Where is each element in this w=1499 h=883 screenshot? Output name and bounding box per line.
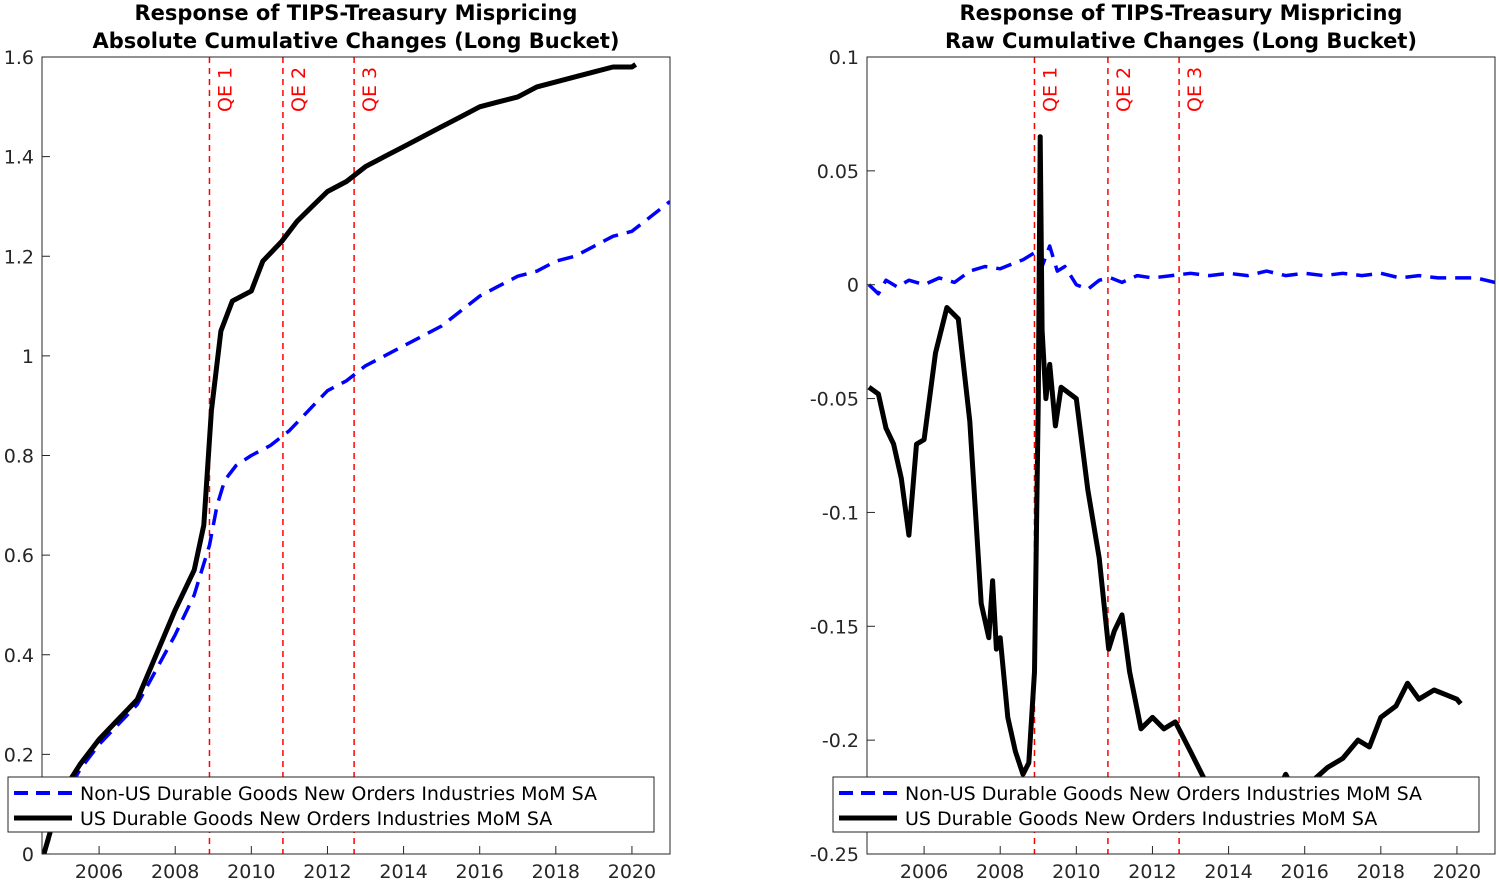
chart-subtitle: Absolute Cumulative Changes (Long Bucket… bbox=[93, 29, 620, 53]
chart-panel-raw: Response of TIPS-Treasury Mispricing Raw… bbox=[810, 1, 1496, 883]
x-tick-label: 2010 bbox=[227, 861, 275, 883]
series-lines bbox=[867, 134, 1495, 807]
qe-label: QE 3 bbox=[359, 67, 381, 112]
y-tick-label: 1.2 bbox=[4, 246, 34, 268]
series-line-non-us bbox=[867, 244, 1495, 296]
y-axis: -0.25 -0.2 -0.15 -0.1 -0.05 0 0.05 0.1 bbox=[810, 47, 875, 866]
x-tick-label: 2006 bbox=[900, 861, 948, 883]
y-tick-label: -0.05 bbox=[810, 389, 859, 411]
x-tick-label: 2012 bbox=[1128, 861, 1176, 883]
series-line-us bbox=[867, 134, 1463, 807]
x-tick-label: 2018 bbox=[1357, 861, 1405, 883]
qe-label: QE 3 bbox=[1184, 67, 1206, 112]
qe-label: QE 1 bbox=[1039, 67, 1061, 112]
x-axis: 2006 2008 2010 2012 2014 2016 2018 2020 bbox=[900, 846, 1481, 883]
x-tick-label: 2014 bbox=[379, 861, 427, 883]
qe-lines: QE 1 QE 2 QE 3 bbox=[1033, 57, 1206, 854]
y-tick-label: -0.1 bbox=[822, 502, 859, 524]
x-axis: 2006 2008 2010 2012 2014 2016 2018 2020 bbox=[75, 846, 656, 883]
y-tick-label: 1 bbox=[22, 346, 34, 368]
y-tick-label: 0 bbox=[847, 275, 859, 297]
qe-label: QE 2 bbox=[288, 67, 310, 112]
x-tick-label: 2016 bbox=[1281, 861, 1329, 883]
legend-label: US Durable Goods New Orders Industries M… bbox=[80, 808, 552, 830]
x-tick-label: 2014 bbox=[1204, 861, 1252, 883]
y-tick-label: 0.1 bbox=[829, 47, 859, 69]
y-tick-label: 0 bbox=[22, 844, 34, 866]
x-tick-label: 2012 bbox=[303, 861, 351, 883]
y-tick-label: -0.25 bbox=[810, 844, 859, 866]
x-tick-label: 2006 bbox=[75, 861, 123, 883]
y-tick-label: 0.4 bbox=[4, 645, 34, 667]
qe-label: QE 1 bbox=[214, 67, 236, 112]
y-tick-label: -0.2 bbox=[822, 730, 859, 752]
legend: Non-US Durable Goods New Orders Industri… bbox=[7, 776, 655, 833]
chart-subtitle: Raw Cumulative Changes (Long Bucket) bbox=[945, 29, 1417, 53]
series-line-non-us bbox=[42, 200, 670, 854]
legend-box bbox=[832, 776, 1480, 833]
x-tick-label: 2010 bbox=[1052, 861, 1100, 883]
plot-frame bbox=[866, 56, 1496, 855]
x-tick-label: 2016 bbox=[456, 861, 504, 883]
y-tick-label: 1.6 bbox=[4, 47, 34, 69]
y-axis: 0 0.2 0.4 0.6 0.8 1 1.2 1.4 1.6 bbox=[4, 47, 50, 866]
legend-label: US Durable Goods New Orders Industries M… bbox=[905, 808, 1377, 830]
qe-label: QE 2 bbox=[1113, 67, 1135, 112]
legend: Non-US Durable Goods New Orders Industri… bbox=[832, 776, 1480, 833]
series-line-us bbox=[42, 62, 638, 854]
x-tick-label: 2008 bbox=[151, 861, 199, 883]
chart-panel-absolute: Response of TIPS-Treasury Mispricing Abs… bbox=[4, 1, 671, 883]
series-lines bbox=[42, 62, 670, 854]
y-tick-label: -0.15 bbox=[810, 616, 859, 638]
x-tick-label: 2020 bbox=[608, 861, 656, 883]
legend-label: Non-US Durable Goods New Orders Industri… bbox=[80, 783, 597, 805]
x-tick-label: 2018 bbox=[532, 861, 580, 883]
x-tick-label: 2008 bbox=[976, 861, 1024, 883]
y-tick-label: 0.05 bbox=[817, 161, 859, 183]
y-tick-label: 1.4 bbox=[4, 147, 34, 169]
chart-title: Response of TIPS-Treasury Mispricing bbox=[960, 1, 1403, 25]
y-tick-label: 0.2 bbox=[4, 744, 34, 766]
y-tick-label: 0.6 bbox=[4, 545, 34, 567]
legend-label: Non-US Durable Goods New Orders Industri… bbox=[905, 783, 1422, 805]
y-tick-label: 0.8 bbox=[4, 446, 34, 468]
legend-box bbox=[7, 776, 655, 833]
x-tick-label: 2020 bbox=[1433, 861, 1481, 883]
chart-title: Response of TIPS-Treasury Mispricing bbox=[135, 1, 578, 25]
